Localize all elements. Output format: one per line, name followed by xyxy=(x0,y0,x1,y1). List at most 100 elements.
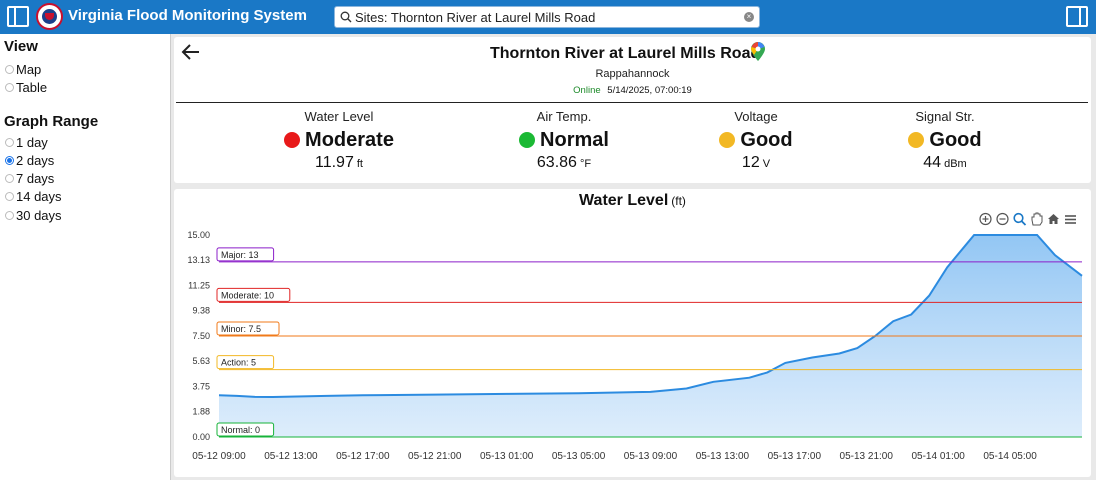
metric-reading: 44 dBm xyxy=(845,154,1045,172)
back-arrow-icon[interactable] xyxy=(180,41,202,63)
metric-value: 11.97 xyxy=(315,154,354,171)
pan-hand-icon[interactable] xyxy=(1029,211,1044,227)
zoom-selection-icon[interactable] xyxy=(1012,211,1027,227)
map-pin-icon[interactable] xyxy=(750,42,766,62)
radio-14-days[interactable] xyxy=(5,191,14,201)
metric-status: Good xyxy=(845,128,1045,152)
metric-reading: 12 V xyxy=(656,154,856,172)
range-option-1-day[interactable]: 1 day xyxy=(5,134,48,150)
threshold-label: Action: 5 xyxy=(221,358,256,368)
water-level-line xyxy=(218,234,1083,399)
threshold-label-box xyxy=(216,355,275,370)
chart-title: Water Level (ft) xyxy=(174,192,1091,210)
site-status-line: Online 5/14/2025, 07:00:19 xyxy=(174,85,1091,96)
water-level-chart-card: Water Level (ft) 0.00 1.88 3.75 5.63 7.50 9.38… xyxy=(174,189,1091,477)
range-option-14-days[interactable]: 14 days xyxy=(5,188,62,204)
y-tick-label: 9.38 xyxy=(192,306,210,316)
metric-value: 44 xyxy=(923,154,942,171)
view-option-label: Map xyxy=(16,61,42,77)
y-tick-label: 15.00 xyxy=(187,230,210,240)
radio-map[interactable] xyxy=(5,64,14,74)
view-option-table[interactable]: Table xyxy=(5,79,47,95)
x-tick-label: 05-12 13:00 xyxy=(264,451,318,462)
range-option-7-days[interactable]: 7 days xyxy=(5,170,54,186)
right-panel-toggle-icon[interactable] xyxy=(1066,6,1088,27)
clear-search-icon[interactable]: × xyxy=(744,12,754,22)
status-dot-icon xyxy=(719,132,736,148)
range-option-30-days[interactable]: 30 days xyxy=(5,207,62,223)
threshold-label-box xyxy=(216,247,275,262)
x-tick-label: 05-13 17:00 xyxy=(768,451,822,462)
x-tick-label: 05-12 09:00 xyxy=(192,451,246,462)
radio-table[interactable] xyxy=(5,82,14,92)
site-name: Thornton River at Laurel Mills Road xyxy=(490,45,761,62)
online-status: Online xyxy=(573,85,601,96)
metric-status-text: Normal xyxy=(540,128,609,151)
chart-menu-icon[interactable] xyxy=(1063,211,1078,227)
threshold-label: Minor: 7.5 xyxy=(221,324,261,334)
range-option-label: 1 day xyxy=(16,134,48,150)
metric-status-text: Good xyxy=(740,128,793,151)
view-option-map[interactable]: Map xyxy=(5,61,41,77)
y-tick-label: 5.63 xyxy=(192,356,210,366)
search-input[interactable] xyxy=(355,9,735,25)
zoom-out-icon[interactable] xyxy=(995,211,1010,227)
x-tick-label: 05-13 21:00 xyxy=(840,451,894,462)
y-tick-label: 11.25 xyxy=(188,281,210,291)
state-seal-logo xyxy=(36,3,63,30)
x-tick-label: 05-12 17:00 xyxy=(336,451,390,462)
x-tick-label: 05-13 01:00 xyxy=(480,451,534,462)
x-tick-label: 05-12 21:00 xyxy=(408,451,462,462)
app-title: Virginia Flood Monitoring System xyxy=(68,7,307,24)
range-option-label: 14 days xyxy=(16,188,62,204)
y-tick-label: 0.00 xyxy=(192,432,210,442)
x-tick-label: 05-13 05:00 xyxy=(552,451,606,462)
metric-unit: dBm xyxy=(944,158,967,170)
site-search[interactable]: × xyxy=(334,6,760,28)
metric-unit: V xyxy=(762,158,771,170)
chart-units: (ft) xyxy=(671,194,686,208)
sidebar: View Map Table Graph Range 1 day 2 days … xyxy=(0,34,171,480)
radio-30-days[interactable] xyxy=(5,210,14,220)
radio-2-days[interactable] xyxy=(5,155,14,165)
graph-range-title: Graph Range xyxy=(4,113,99,130)
view-section-title: View xyxy=(4,38,38,55)
site-info-card: Thornton River at Laurel Mills Road Rapp… xyxy=(174,37,1091,183)
threshold-label-box xyxy=(216,422,275,437)
metric-status-text: Moderate xyxy=(305,128,394,151)
threshold-label-box xyxy=(216,287,291,302)
metric-status: Good xyxy=(656,128,856,152)
range-option-2-days[interactable]: 2 days xyxy=(5,152,54,168)
search-icon xyxy=(340,11,352,23)
zoom-in-icon[interactable] xyxy=(978,211,993,227)
threshold-label-box xyxy=(216,321,280,336)
water-level-chart[interactable]: 0.00 1.88 3.75 5.63 7.50 9.38 11.25 13.13 15.00 0… xyxy=(174,189,1091,477)
radio-1-day[interactable] xyxy=(5,137,14,147)
metric-value: 12 xyxy=(741,154,760,171)
metric-status: Normal xyxy=(464,128,664,152)
header-divider xyxy=(176,102,1088,103)
sidebar-toggle-icon[interactable] xyxy=(7,6,29,27)
range-option-label: 7 days xyxy=(16,170,55,186)
metric-reading: 63.86 °F xyxy=(464,154,664,172)
threshold-label: Normal: 0 xyxy=(221,425,260,435)
y-tick-label: 7.50 xyxy=(192,331,210,341)
threshold-label: Major: 13 xyxy=(221,250,259,260)
chart-title-text: Water Level xyxy=(579,192,669,209)
top-bar: Virginia Flood Monitoring System × xyxy=(0,0,1096,34)
chart-toolbar xyxy=(978,211,1078,227)
range-option-label: 30 days xyxy=(16,207,62,223)
status-dot-icon xyxy=(284,132,301,148)
metric-label: Voltage xyxy=(734,109,778,124)
x-tick-label: 05-13 13:00 xyxy=(696,451,750,462)
radio-7-days[interactable] xyxy=(5,173,14,183)
reset-home-icon[interactable] xyxy=(1046,211,1061,227)
y-tick-label: 13.13 xyxy=(187,255,210,265)
metric-status-text: Good xyxy=(929,128,982,151)
metric-reading: 11.97 ft xyxy=(239,154,439,172)
metric-water-level: Water Level Moderate 11.97 ft xyxy=(239,109,439,172)
basin-name: Rappahannock xyxy=(595,68,670,80)
metric-signal-strength: Signal Str. Good 44 dBm xyxy=(845,109,1045,172)
metric-air-temp: Air Temp. Normal 63.86 °F xyxy=(464,109,664,172)
metric-unit: °F xyxy=(579,158,592,170)
